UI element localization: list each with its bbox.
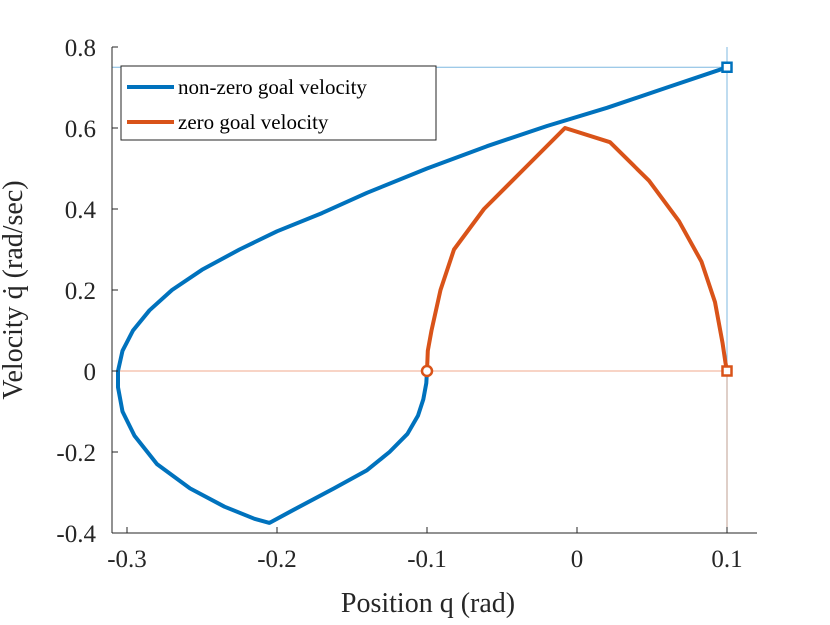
series-non-zero-goal-velocity <box>116 65 729 525</box>
y-ticks: -0.4 -0.2 0 0.2 0.4 0.6 0.8 <box>56 35 118 548</box>
x-tick-label: -0.2 <box>257 546 297 573</box>
x-tick-label: -0.1 <box>407 546 447 573</box>
y-tick-label: -0.2 <box>56 440 96 467</box>
start-marker <box>420 364 434 378</box>
x-tick-label: -0.3 <box>107 546 147 573</box>
series-layer <box>116 65 729 525</box>
x-axis-label: Position q (rad) <box>341 588 515 619</box>
non-zero-goal-marker <box>721 61 733 73</box>
legend-box <box>120 65 437 141</box>
y-tick-label: 0.2 <box>65 278 96 305</box>
legend-label-non-zero-goal-velocity: non-zero goal velocity <box>178 75 367 99</box>
zero-goal-marker <box>721 365 733 377</box>
x-ticks: -0.3 -0.2 -0.1 0 0.1 <box>107 527 743 573</box>
x-tick-label: 0.1 <box>711 546 742 573</box>
y-tick-label: 0.8 <box>65 35 96 62</box>
y-tick-label: 0.6 <box>65 116 96 143</box>
legend-label-zero-goal-velocity: zero goal velocity <box>178 110 329 134</box>
series-zero-goal-velocity <box>425 126 729 373</box>
y-tick-label: 0 <box>84 359 97 386</box>
marker-layer <box>420 61 733 378</box>
legend: non-zero goal velocity zero goal velocit… <box>120 65 437 141</box>
y-tick-label: -0.4 <box>56 521 96 548</box>
y-axis-label: Velocity q̇ (rad/sec) <box>0 180 29 399</box>
y-tick-label: 0.4 <box>65 197 97 224</box>
x-tick-label: 0 <box>571 546 584 573</box>
